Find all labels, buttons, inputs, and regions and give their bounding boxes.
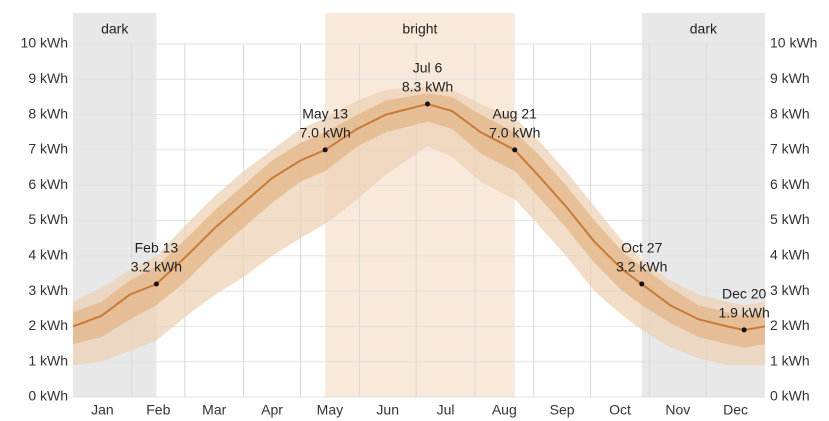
y2-tick-label: 1 kWh [770,352,810,368]
y2-tick-label: 4 kWh [770,247,810,263]
y-tick-label: 5 kWh [28,211,68,227]
x-tick-label: Dec [723,402,748,418]
region-label: dark [690,21,718,37]
x-tick-label: Sep [550,402,575,418]
y2-tick-label: 2 kWh [770,317,810,333]
y-tick-label: 1 kWh [28,352,68,368]
annotation-value: 7.0 kWh [299,125,350,141]
annotation-date: Dec 20 [722,286,767,302]
y-tick-label: 8 kWh [28,105,68,121]
y2-tick-label: 7 kWh [770,141,810,157]
y2-tick-label: 6 kWh [770,176,810,192]
x-tick-label: Apr [261,402,283,418]
y2-tick-label: 10 kWh [770,35,817,51]
y-tick-label: 10 kWh [21,35,68,51]
x-tick-label: Nov [665,402,690,418]
median-line [72,102,766,331]
y-tick-label: 4 kWh [28,247,68,263]
y-tick-label: 0 kWh [28,388,68,404]
season-region [325,13,515,397]
y-tick-label: 9 kWh [28,70,68,86]
x-tick-label: Jun [376,402,399,418]
annotation-point [741,327,747,333]
annotation-value: 3.2 kWh [616,259,667,275]
annotation-value: 7.0 kWh [489,125,540,141]
annotation-date: Oct 27 [621,240,662,256]
x-tick-label: Jan [91,402,114,418]
y-tick-label: 6 kWh [28,176,68,192]
annotation-date: Jul 6 [413,60,443,76]
annotation-point [425,101,431,107]
region-label: bright [402,21,437,37]
y2-tick-label: 8 kWh [770,105,810,121]
annotation-date: Feb 13 [135,240,179,256]
x-tick-label: Feb [146,402,170,418]
x-tick-label: Aug [492,402,517,418]
annotation-date: May 13 [302,106,348,122]
annotation-value: 8.3 kWh [402,79,453,95]
annotation-date: Aug 21 [493,106,538,122]
annotation-value: 1.9 kWh [718,305,769,321]
annotation-point [512,147,518,153]
y2-tick-label: 9 kWh [770,70,810,86]
annotation-point [153,281,159,287]
x-tick-label: May [317,402,343,418]
y2-tick-label: 3 kWh [770,282,810,298]
y-tick-label: 7 kWh [28,141,68,157]
x-tick-label: Jul [437,402,455,418]
y2-tick-label: 5 kWh [770,211,810,227]
annotation-point [322,147,328,153]
y-tick-label: 2 kWh [28,317,68,333]
percentile-band [73,93,765,348]
x-tick-label: Mar [202,402,226,418]
x-tick-label: Oct [609,402,631,418]
annotation-value: 3.2 kWh [131,259,182,275]
region-label: dark [101,21,129,37]
y2-tick-label: 0 kWh [770,388,810,404]
y-tick-label: 3 kWh [28,282,68,298]
annotation-point [639,281,645,287]
